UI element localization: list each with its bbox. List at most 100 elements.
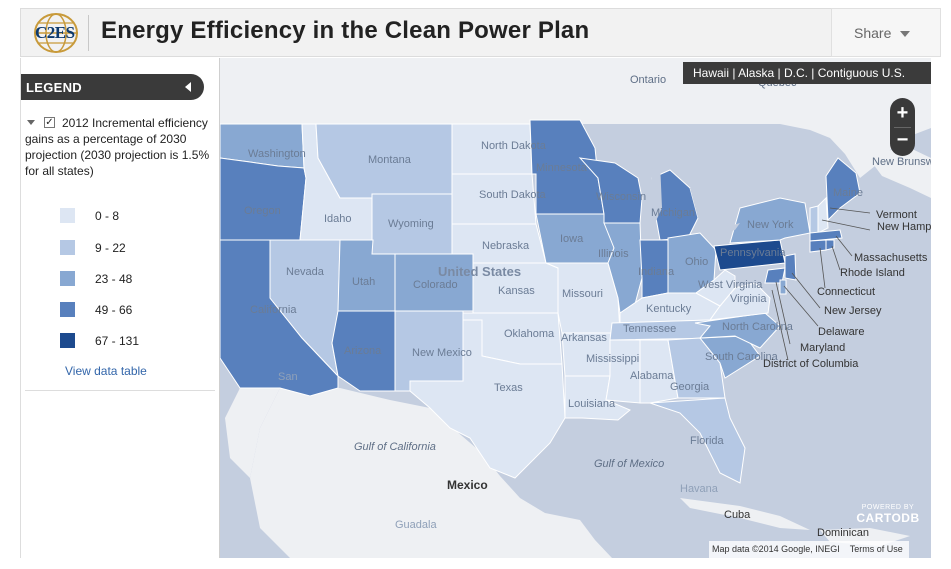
land-mexico <box>250 388 612 558</box>
map-label: Vermont <box>876 209 917 221</box>
map-label: Gulf of Mexico <box>594 458 664 470</box>
state-vermont[interactable] <box>809 205 819 234</box>
zoom-divider <box>894 127 911 128</box>
map-label: Washington <box>248 148 306 160</box>
state-new-york[interactable] <box>729 197 811 244</box>
map-label: Kansas <box>498 285 535 297</box>
legend-bin-label: 9 - 22 <box>95 241 126 255</box>
share-button[interactable]: Share <box>831 8 941 57</box>
map-label: Maryland <box>800 342 845 354</box>
map-label: Oregon <box>244 205 281 217</box>
legend-swatch-3 <box>60 302 75 317</box>
map-label: Kentucky <box>646 303 692 315</box>
map-label: Tennessee <box>623 323 676 335</box>
map-label: Wisconsin <box>596 191 646 203</box>
map-label: Colorado <box>413 279 458 291</box>
zoom-out-button[interactable]: − <box>896 129 909 151</box>
map-label: San <box>278 371 298 383</box>
map-label: Michigan <box>651 207 695 219</box>
map-label: Ontario <box>630 74 666 86</box>
state-maine[interactable] <box>825 157 861 222</box>
legend-swatch-0 <box>60 208 75 223</box>
map-label: Ohio <box>685 256 708 268</box>
legend-swatch-4 <box>60 333 75 348</box>
legend-bin-label: 49 - 66 <box>95 303 133 317</box>
legend-title: LEGEND <box>26 80 82 95</box>
map-label: Pennsylvania <box>720 247 786 259</box>
map-label: Virginia <box>730 293 767 305</box>
state-alabama[interactable] <box>639 339 679 404</box>
lake-superior <box>620 140 690 156</box>
map-label: Arizona <box>344 345 382 357</box>
map-label: Missouri <box>562 288 603 300</box>
attribution-text: Map data ©2014 Google, INEGI <box>712 544 840 554</box>
state-connecticut[interactable] <box>809 239 827 253</box>
map-canvas[interactable]: Washington Oregon California Nevada Idah… <box>220 58 931 558</box>
cartodb-label: CARTODB <box>856 511 920 525</box>
map-label: New Jersey <box>824 305 882 317</box>
layer-expand-icon[interactable] <box>27 120 35 125</box>
map-label: Idaho <box>324 213 352 225</box>
state-callout-lines <box>771 207 871 361</box>
legend-swatch-1 <box>60 240 75 255</box>
state-delaware[interactable] <box>779 279 787 295</box>
terms-link[interactable]: Terms of Use <box>849 544 903 554</box>
legend-bin-label: 67 - 131 <box>95 334 140 348</box>
map-label: Guadala <box>395 519 437 531</box>
c2es-logo[interactable]: C2ES <box>33 12 79 54</box>
map-attribution: Map data ©2014 Google, INEGI Terms of Use <box>709 541 909 558</box>
state-florida[interactable] <box>649 397 746 484</box>
globe-icon <box>34 13 78 53</box>
collapse-icon[interactable] <box>185 82 191 92</box>
state-mississippi[interactable] <box>605 339 641 404</box>
map-label: New Mexico <box>412 347 472 359</box>
lake-huron <box>690 188 715 218</box>
state-new-hampshire[interactable] <box>817 196 829 234</box>
map-label: New Brunswick <box>872 156 931 168</box>
lake-erie <box>705 223 740 238</box>
view-data-table-link[interactable]: View data table <box>65 364 147 378</box>
state-new-jersey[interactable] <box>784 253 797 281</box>
cartodb-logo[interactable]: POWERED BY CARTODB <box>853 504 923 525</box>
map-label: Havana <box>680 483 719 495</box>
layer-checkbox[interactable]: ✓ <box>44 117 55 128</box>
header-bar: C2ES Energy Efficiency in the Clean Powe… <box>20 8 831 57</box>
state-rhode-island[interactable] <box>825 239 835 251</box>
map-label: Massachusetts <box>854 252 928 264</box>
map-label: North Carolina <box>722 321 794 333</box>
map-label: Iowa <box>560 233 584 245</box>
land-maritimes <box>865 148 931 198</box>
map-label: Utah <box>352 276 375 288</box>
state-west-virginia[interactable] <box>695 269 736 307</box>
map-label: South Carolina <box>705 351 779 363</box>
region-switcher[interactable]: Hawaii | Alaska | D.C. | Contiguous U.S. <box>683 62 931 84</box>
map-label: New York <box>747 219 794 231</box>
state-georgia[interactable] <box>667 337 726 399</box>
map-label: Indiana <box>638 266 675 278</box>
state-massachusetts[interactable] <box>809 229 843 242</box>
region-links[interactable]: Hawaii | Alaska | D.C. | Contiguous U.S. <box>693 66 906 80</box>
map-label: Dominican <box>817 527 869 539</box>
choropleth-map[interactable]: Washington Oregon California Nevada Idah… <box>220 58 931 558</box>
state-north-carolina[interactable] <box>694 312 781 349</box>
map-label: North Dakota <box>481 140 547 152</box>
map-label: Cuba <box>724 509 751 521</box>
state-michigan[interactable] <box>651 169 699 241</box>
map-label: Delaware <box>818 326 864 338</box>
legend-header[interactable]: LEGEND <box>21 74 204 100</box>
lake-michigan <box>650 162 662 223</box>
zoom-in-button[interactable]: + <box>896 102 909 124</box>
map-label: Oklahoma <box>504 328 555 340</box>
map-label: Gulf of California <box>354 441 436 453</box>
state-oregon[interactable] <box>220 157 307 241</box>
share-label: Share <box>854 25 892 41</box>
map-label: Nevada <box>286 266 325 278</box>
legend-bin-label: 23 - 48 <box>95 272 133 286</box>
map-label: Illinois <box>598 248 629 260</box>
state-texas[interactable] <box>409 319 566 479</box>
header-divider <box>88 15 89 51</box>
land-canada <box>220 58 931 178</box>
legend-swatch-2 <box>60 271 75 286</box>
logo-text: C2ES <box>35 23 75 42</box>
map-label: Florida <box>690 435 725 447</box>
